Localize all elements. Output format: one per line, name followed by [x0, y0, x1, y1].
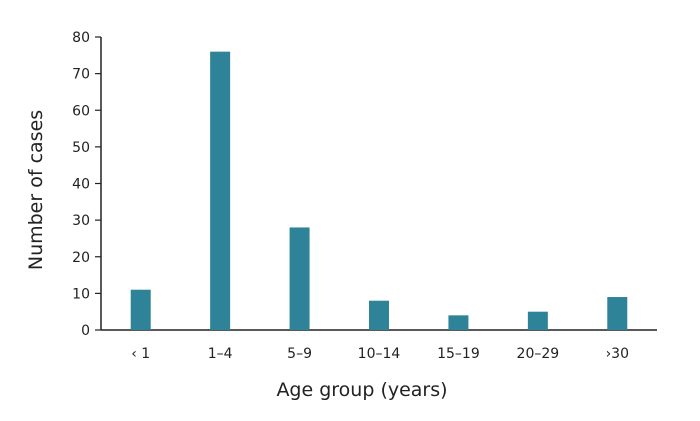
bar — [210, 51, 231, 331]
x-tick-label: 20–29 — [517, 346, 560, 362]
y-tick-label: 60 — [72, 103, 90, 119]
x-tick-label: 5–9 — [287, 346, 312, 362]
y-tick-label: 10 — [72, 286, 90, 302]
x-tick-label: 10–14 — [358, 346, 401, 362]
y-tick-label: 80 — [72, 30, 90, 46]
y-tick-label: 20 — [72, 250, 90, 266]
y-axis: 0 10 20 30 40 50 60 70 80 — [72, 30, 102, 339]
y-axis-title: Number of cases — [25, 110, 47, 270]
bar — [448, 315, 469, 330]
bar — [130, 289, 151, 330]
y-tick-label: 40 — [72, 177, 90, 193]
x-tick-label: 15–19 — [437, 346, 480, 362]
y-tick-label: 0 — [81, 323, 90, 339]
bar — [527, 311, 548, 330]
bar — [607, 297, 628, 330]
x-tick-label: ‹ 1 — [131, 346, 150, 362]
bars-group — [130, 51, 628, 331]
x-axis-title: Age group (years) — [276, 379, 447, 401]
y-tick-label: 30 — [72, 213, 90, 229]
y-tick-label: 50 — [72, 140, 90, 156]
x-tick-label: ›30 — [606, 346, 629, 362]
bar — [369, 300, 389, 330]
bar — [289, 227, 310, 330]
x-tick-label: 1–4 — [208, 346, 233, 362]
y-tick-label: 70 — [72, 67, 90, 83]
x-axis: ‹ 1 1–4 5–9 10–14 15–19 20–29 ›30 — [101, 329, 657, 362]
